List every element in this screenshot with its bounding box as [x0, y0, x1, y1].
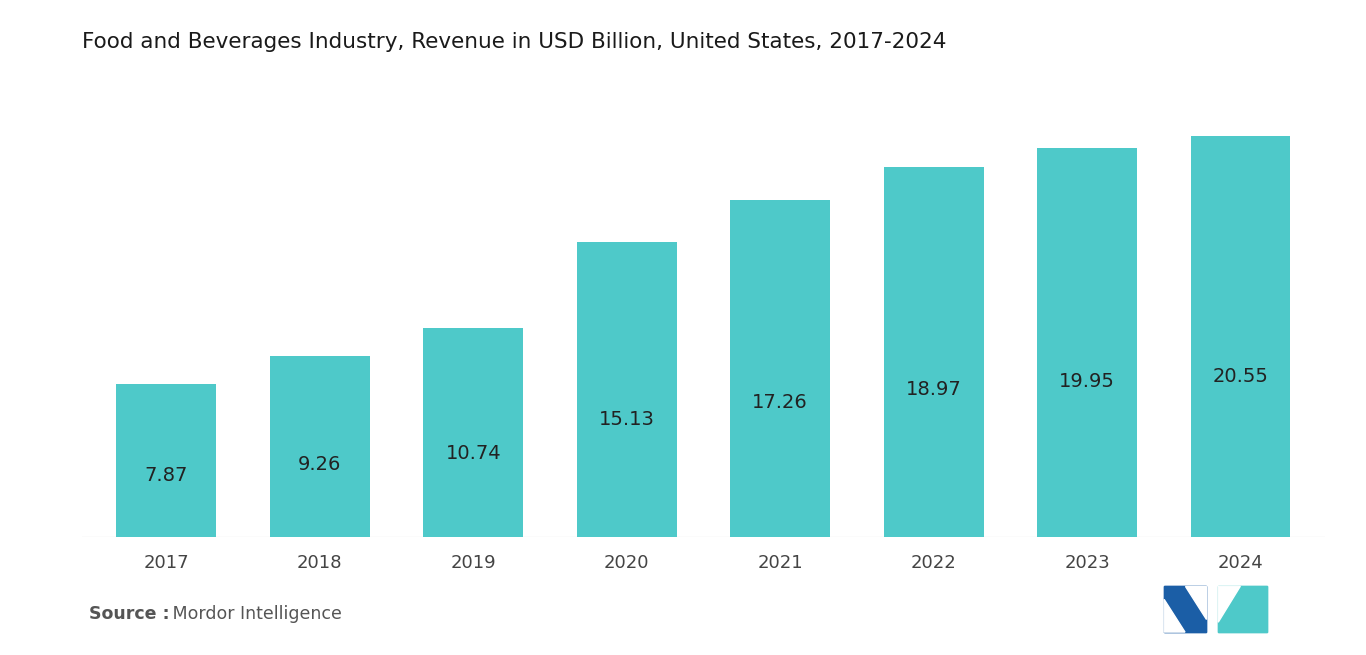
Text: Food and Beverages Industry, Revenue in USD Billion, United States, 2017-2024: Food and Beverages Industry, Revenue in …: [82, 32, 947, 52]
Bar: [423, 328, 523, 537]
Text: 18.97: 18.97: [906, 379, 962, 398]
Text: 15.13: 15.13: [598, 409, 654, 428]
Polygon shape: [1164, 586, 1206, 632]
Bar: [576, 242, 676, 537]
Polygon shape: [1164, 586, 1206, 632]
Bar: [1037, 148, 1137, 537]
Text: 9.26: 9.26: [298, 455, 342, 474]
Bar: [884, 167, 984, 537]
Bar: [270, 356, 370, 537]
Bar: [116, 384, 216, 537]
Text: Source :: Source :: [89, 605, 169, 623]
Bar: [1191, 136, 1291, 537]
Polygon shape: [1218, 586, 1268, 632]
Text: 7.87: 7.87: [145, 466, 189, 485]
Text: 17.26: 17.26: [753, 393, 809, 412]
Polygon shape: [1218, 586, 1240, 622]
Text: 20.55: 20.55: [1213, 367, 1269, 386]
Bar: [731, 200, 831, 537]
Text: Mordor Intelligence: Mordor Intelligence: [167, 605, 342, 623]
Polygon shape: [1164, 599, 1184, 632]
Polygon shape: [1218, 586, 1268, 632]
Text: 19.95: 19.95: [1059, 372, 1115, 391]
Text: 10.74: 10.74: [445, 444, 501, 463]
Polygon shape: [1184, 586, 1206, 619]
